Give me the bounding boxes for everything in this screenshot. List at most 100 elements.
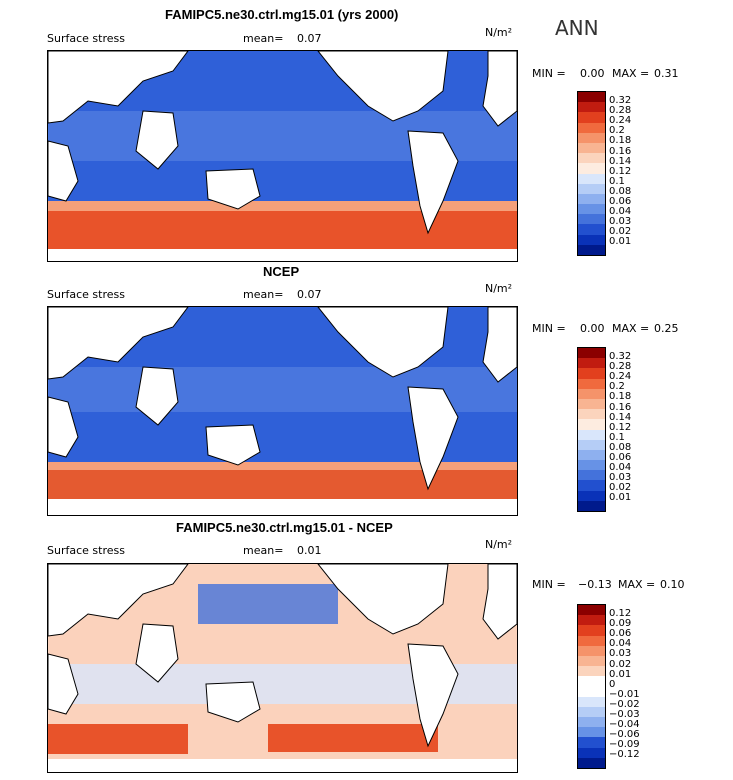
colorbar-segment <box>578 224 605 235</box>
colorbar-tick-label: 0.01 <box>609 236 632 248</box>
colorbar-segment <box>578 378 605 389</box>
colorbar-segment <box>578 490 605 501</box>
colorbar-tick-label: 0.08 <box>609 441 632 453</box>
colorbar-tick-label: 0.12 <box>609 421 632 433</box>
colorbar-tick-label: −0.09 <box>609 739 640 751</box>
season-label: ANN <box>555 16 599 40</box>
panel-2-min-label: MIN = <box>532 322 566 335</box>
panel-2-mean-value: 0.07 <box>297 288 322 301</box>
panel-3-field-label: Surface stress <box>47 544 125 557</box>
colorbar-segment <box>578 470 605 481</box>
colorbar-tick-label: 0.28 <box>609 105 632 117</box>
colorbar-segment <box>578 419 605 430</box>
panel-1-min-value: 0.00 <box>580 67 605 80</box>
colorbar-tick-label: 0.01 <box>609 492 632 504</box>
colorbar-segment <box>578 757 605 768</box>
colorbar-tick-label: 0.16 <box>609 145 632 157</box>
colorbar-segment <box>578 706 605 718</box>
colorbar-segment <box>578 204 605 215</box>
colorbar-segment <box>578 214 605 225</box>
colorbar-segment <box>578 409 605 420</box>
panel-3-mean-label: mean= <box>243 544 284 557</box>
colorbar-segment <box>578 122 605 133</box>
colorbar-tick-label: 0.24 <box>609 115 632 127</box>
colorbar-tick-label: 0.03 <box>609 472 632 484</box>
colorbar-tick-label: 0.02 <box>609 226 632 238</box>
panel-1-units: N/m² <box>485 26 513 39</box>
panel-2-field-label: Surface stress <box>47 288 125 301</box>
panel-3-map-svg <box>48 564 517 772</box>
panel-1-title: FAMIPC5.ne30.ctrl.mg15.01 (yrs 2000) <box>165 7 399 22</box>
colorbar-segment <box>578 645 605 656</box>
colorbar-segment <box>578 92 605 103</box>
colorbar-tick-label: 0.02 <box>609 482 632 494</box>
panel-2-map <box>47 306 518 516</box>
colorbar-segment <box>578 727 605 738</box>
colorbar-segment <box>578 686 605 697</box>
colorbar-segment <box>578 666 605 677</box>
colorbar-segment <box>578 132 605 143</box>
colorbar-segment <box>578 615 605 626</box>
panel-3-max-label: MAX = <box>618 578 656 591</box>
colorbar-tick-label: −0.03 <box>609 709 640 720</box>
colorbar-tick-label: 0.14 <box>609 155 632 167</box>
colorbar-tick-label: −0.02 <box>609 698 640 710</box>
colorbar-tick-label: 0.2 <box>609 125 625 137</box>
colorbar-segment <box>578 439 605 450</box>
colorbar-segment <box>578 717 605 728</box>
colorbar-tick-label: 0.06 <box>609 628 632 640</box>
panel-2-max-label: MAX = <box>612 322 650 335</box>
panel-1-mean-label: mean= <box>243 32 284 45</box>
colorbar-segment <box>578 635 605 646</box>
colorbar-segment <box>578 183 605 194</box>
colorbar-segment <box>578 676 605 687</box>
colorbar-tick-label: 0.32 <box>609 351 632 362</box>
colorbar-tick-label: 0.18 <box>609 135 632 147</box>
panel-3-colorbar <box>577 604 606 769</box>
colorbar-segment <box>578 696 605 707</box>
colorbar-tick-label: 0.03 <box>609 648 632 660</box>
colorbar-tick-label: 0.02 <box>609 658 632 670</box>
colorbar-tick-label: 0.24 <box>609 371 632 383</box>
colorbar-tick-label: 0.16 <box>609 401 632 413</box>
colorbar-segment <box>578 142 605 154</box>
panel-1-max-value: 0.31 <box>654 67 679 80</box>
colorbar-tick-label: 0.28 <box>609 361 632 373</box>
colorbar-tick-label: −0.06 <box>609 729 640 741</box>
panel-1-map <box>47 50 518 262</box>
colorbar-tick-label: 0.1 <box>609 431 625 443</box>
panel-2-mean-label: mean= <box>243 288 284 301</box>
colorbar-segment <box>578 737 605 748</box>
colorbar-segment <box>578 368 605 379</box>
colorbar-segment <box>578 244 605 255</box>
colorbar-tick-label: 0.04 <box>609 206 632 218</box>
colorbar-tick-label: 0.1 <box>609 175 625 187</box>
colorbar-tick-label: 0.06 <box>609 196 632 207</box>
colorbar-tick-label: −0.04 <box>609 719 640 731</box>
colorbar-tick-label: −0.12 <box>609 749 640 761</box>
panel-3-mean-value: 0.01 <box>297 544 322 557</box>
colorbar-tick-label: 0.06 <box>609 452 632 463</box>
panel-1-field-label: Surface stress <box>47 32 125 45</box>
colorbar-tick-label: 0.14 <box>609 411 632 423</box>
colorbar-segment <box>578 480 605 491</box>
colorbar-tick-label: 0.09 <box>609 618 632 630</box>
panel-2-title: NCEP <box>263 264 300 279</box>
panel-2-max-value: 0.25 <box>654 322 679 335</box>
colorbar-tick-label: 0.12 <box>609 608 632 619</box>
colorbar-segment <box>578 625 605 636</box>
colorbar-segment <box>578 460 605 471</box>
colorbar-tick-label: 0.2 <box>609 381 625 393</box>
colorbar-segment <box>578 163 605 174</box>
panel-3-title: FAMIPC5.ne30.ctrl.mg15.01 - NCEP <box>176 520 393 535</box>
colorbar-segment <box>578 398 605 410</box>
colorbar-tick-label: 0.04 <box>609 462 632 474</box>
panel-3-min-label: MIN = <box>532 578 566 591</box>
colorbar-segment <box>578 500 605 511</box>
panel-2-colorbar <box>577 347 606 512</box>
colorbar-tick-label: 0.04 <box>609 638 632 650</box>
panel-2-units: N/m² <box>485 282 513 295</box>
colorbar-tick-label: −0.01 <box>609 688 640 700</box>
colorbar-segment <box>578 102 605 113</box>
colorbar-segment <box>578 655 605 667</box>
